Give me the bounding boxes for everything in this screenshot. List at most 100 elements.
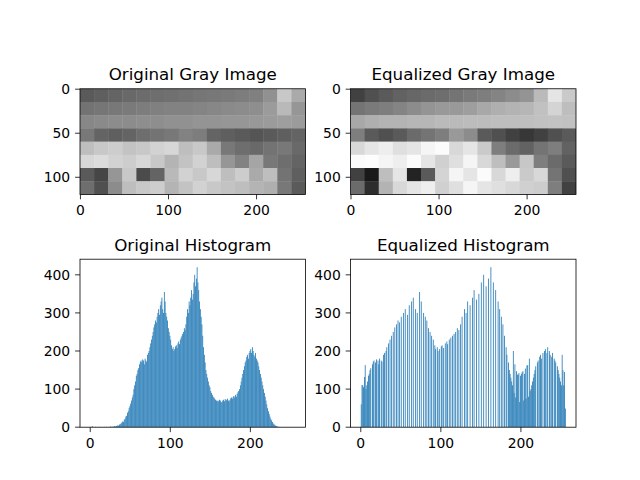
image-cell — [534, 142, 548, 156]
histogram-bar — [207, 381, 209, 427]
histogram-bar — [443, 348, 445, 427]
image-cell — [249, 128, 263, 142]
histogram-bar — [555, 362, 557, 427]
image-cell — [351, 115, 365, 129]
plot-area — [80, 89, 305, 195]
image-cell — [249, 115, 263, 129]
histogram-bar — [169, 336, 171, 427]
y-tick-label: 0 — [332, 419, 341, 435]
image-cell — [165, 168, 179, 182]
histogram-bar — [437, 351, 439, 427]
histogram-bar — [485, 286, 487, 427]
image-cell — [277, 89, 291, 103]
image-cell — [221, 181, 235, 194]
image-cell — [491, 181, 505, 194]
image-cell — [506, 168, 520, 182]
image-cell — [263, 89, 277, 103]
image-cell — [477, 155, 491, 169]
image-cell — [379, 181, 393, 194]
image-cell — [548, 142, 562, 156]
image-cell — [407, 142, 421, 156]
histogram-bar — [559, 378, 561, 428]
image-cell — [150, 181, 164, 194]
x-tick-label: 100 — [428, 435, 455, 451]
image-cell — [365, 128, 379, 142]
image-cell — [221, 155, 235, 169]
histogram-bar — [267, 411, 269, 427]
y-tick — [346, 133, 351, 134]
image-cell — [193, 168, 207, 182]
image-cell — [534, 89, 548, 103]
y-tick — [346, 427, 351, 428]
image-cell — [165, 181, 179, 194]
image-cell — [477, 168, 491, 182]
image-cell — [421, 115, 435, 129]
histogram-bar — [213, 397, 215, 427]
histogram-bar — [461, 317, 463, 427]
image-cell — [562, 128, 576, 142]
y-tick-label: 100 — [314, 381, 341, 397]
histogram-bar — [391, 336, 393, 427]
histogram-bar — [518, 373, 520, 427]
histogram-bar — [232, 397, 234, 427]
axes-frame — [80, 89, 305, 195]
image-cell — [94, 128, 108, 142]
image-cell — [421, 181, 435, 194]
axes-frame — [351, 89, 576, 195]
image-cell — [249, 89, 263, 103]
image-cell — [207, 128, 221, 142]
image-cell — [477, 128, 491, 142]
plot-area — [351, 89, 576, 195]
x-tick — [168, 194, 169, 199]
histogram-bar — [426, 321, 428, 428]
image-cell — [249, 181, 263, 194]
histogram-bar — [399, 322, 401, 427]
plot-area — [92, 267, 279, 427]
image-cell — [421, 168, 435, 182]
histogram-bar — [564, 372, 566, 427]
histogram-bar — [420, 301, 422, 427]
image-cell — [548, 89, 562, 103]
x-tick — [170, 427, 171, 432]
histogram-bar — [516, 371, 518, 427]
x-tick-label: 0 — [86, 435, 95, 451]
histogram-bar — [119, 424, 121, 427]
image-cell — [291, 142, 305, 156]
histogram-bar — [272, 423, 274, 427]
image-cell — [207, 168, 221, 182]
histogram-bar — [419, 292, 421, 427]
histogram-bar — [268, 414, 270, 427]
image-cell — [291, 89, 305, 103]
histogram-bar — [423, 313, 425, 427]
histogram-bar — [209, 387, 211, 427]
image-cell — [435, 128, 449, 142]
histogram-bar — [119, 425, 121, 428]
histogram-bar — [230, 398, 232, 427]
histogram-bar — [377, 361, 379, 428]
y-tick-label: 50 — [323, 125, 341, 141]
image-cell — [207, 155, 221, 169]
histogram-bar — [522, 371, 524, 427]
histogram-bar — [540, 355, 542, 427]
image-cell — [122, 89, 136, 103]
x-tick — [80, 194, 81, 199]
histogram-bar — [155, 321, 157, 428]
y-tick — [75, 89, 80, 90]
histogram-bar — [260, 378, 262, 428]
title: Original Histogram — [114, 235, 271, 255]
image-cell — [379, 142, 393, 156]
y-tick-label: 100 — [314, 169, 341, 185]
histogram-bar — [490, 267, 492, 427]
histogram-bar — [250, 349, 252, 427]
x-tick-label: 200 — [243, 202, 270, 218]
image-cell — [351, 155, 365, 169]
y-tick — [346, 177, 351, 178]
image-cell — [421, 102, 435, 116]
histogram-bar — [527, 365, 529, 427]
histogram-bar — [205, 370, 207, 427]
image-cell — [136, 155, 150, 169]
image-cell — [235, 181, 249, 194]
image-cell — [193, 102, 207, 116]
image-cell — [94, 181, 108, 194]
histogram-bar — [434, 345, 436, 427]
